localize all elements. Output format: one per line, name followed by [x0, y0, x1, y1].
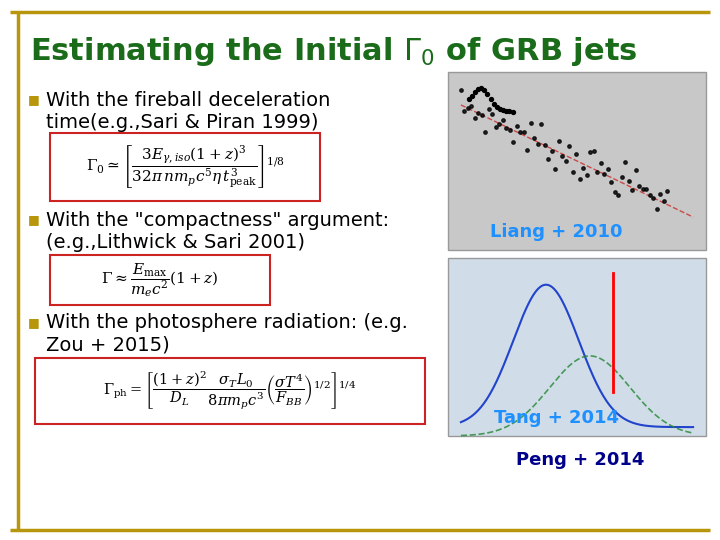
- Point: [553, 137, 564, 146]
- Point: [536, 120, 547, 129]
- Point: [598, 170, 610, 178]
- Point: [507, 107, 518, 116]
- Point: [511, 122, 523, 130]
- Point: [564, 142, 575, 151]
- Point: [525, 119, 536, 127]
- Point: [574, 174, 585, 183]
- Point: [508, 138, 519, 147]
- Point: [469, 88, 481, 97]
- Point: [532, 140, 544, 149]
- Text: $\Gamma \approx \dfrac{E_{\rm max}}{m_e c^2}(1+z)$: $\Gamma \approx \dfrac{E_{\rm max}}{m_e …: [102, 261, 219, 299]
- Point: [549, 165, 561, 174]
- Text: time(e.g.,Sari & Piran 1999): time(e.g.,Sari & Piran 1999): [46, 112, 318, 132]
- Point: [466, 102, 477, 110]
- Point: [560, 156, 572, 165]
- Text: $\Gamma_0 \simeq \left[ \dfrac{3E_{\gamma,iso}(1+z)^3}{32\pi\, nm_p c^5 \eta\, t: $\Gamma_0 \simeq \left[ \dfrac{3E_{\gamm…: [86, 144, 284, 191]
- Point: [637, 185, 649, 193]
- Point: [581, 170, 593, 179]
- Point: [528, 133, 540, 142]
- Point: [567, 167, 579, 176]
- Point: [602, 164, 613, 173]
- Text: Estimating the Initial $\Gamma_0$ of GRB jets: Estimating the Initial $\Gamma_0$ of GRB…: [30, 36, 637, 69]
- Point: [515, 127, 526, 136]
- Point: [479, 85, 490, 94]
- Point: [606, 178, 617, 186]
- Point: [546, 147, 557, 156]
- Text: With the fireball deceleration: With the fireball deceleration: [46, 91, 330, 110]
- Text: Tang + 2014: Tang + 2014: [494, 409, 619, 427]
- Point: [592, 167, 603, 176]
- Point: [500, 106, 512, 115]
- Point: [543, 154, 554, 163]
- Point: [626, 186, 638, 194]
- Point: [487, 110, 498, 118]
- Text: ■: ■: [28, 316, 40, 329]
- Point: [630, 165, 642, 174]
- Bar: [448, 72, 706, 250]
- Point: [620, 158, 631, 166]
- Point: [651, 205, 662, 214]
- Point: [658, 197, 670, 205]
- Point: [588, 147, 600, 156]
- Point: [494, 120, 505, 129]
- Point: [494, 104, 505, 113]
- Bar: [448, 258, 706, 436]
- Point: [557, 152, 568, 160]
- Point: [570, 150, 582, 158]
- Bar: [35, 358, 425, 424]
- Point: [469, 114, 481, 123]
- Point: [488, 99, 500, 108]
- Point: [518, 127, 530, 136]
- Point: [455, 85, 467, 94]
- Text: Zou + 2015): Zou + 2015): [46, 335, 170, 354]
- Bar: [50, 133, 320, 201]
- Point: [472, 85, 484, 93]
- Point: [585, 148, 596, 157]
- Text: ■: ■: [28, 213, 40, 226]
- Text: With the photosphere radiation: (e.g.: With the photosphere radiation: (e.g.: [46, 314, 408, 333]
- Point: [500, 124, 512, 133]
- Point: [609, 188, 621, 197]
- Point: [475, 84, 487, 92]
- Point: [503, 107, 515, 116]
- Point: [497, 116, 508, 124]
- Text: Peng + 2014: Peng + 2014: [516, 451, 644, 469]
- Point: [634, 182, 645, 191]
- Point: [482, 90, 493, 98]
- Point: [641, 185, 652, 194]
- Point: [539, 140, 551, 149]
- Point: [459, 106, 470, 115]
- Point: [485, 95, 496, 104]
- Point: [490, 123, 502, 131]
- Text: (e.g.,Lithwick & Sari 2001): (e.g.,Lithwick & Sari 2001): [46, 233, 305, 252]
- Point: [577, 164, 589, 172]
- Point: [463, 95, 474, 104]
- Point: [613, 190, 624, 199]
- Point: [644, 190, 656, 199]
- Point: [472, 109, 484, 117]
- Point: [491, 103, 503, 111]
- Point: [595, 159, 606, 167]
- Point: [498, 105, 509, 114]
- Point: [647, 193, 659, 202]
- Point: [476, 110, 487, 119]
- Point: [462, 104, 474, 112]
- Point: [623, 177, 634, 185]
- Point: [480, 127, 491, 136]
- Point: [616, 172, 628, 181]
- Point: [654, 190, 666, 198]
- Bar: [50, 255, 270, 305]
- Point: [466, 92, 477, 100]
- Point: [521, 145, 533, 154]
- Text: With the "compactness" argument:: With the "compactness" argument:: [46, 211, 389, 229]
- Point: [483, 105, 495, 113]
- Point: [504, 126, 516, 134]
- Text: $\Gamma_{\rm ph} = \left[\dfrac{(1+z)^2}{D_L} \dfrac{\sigma_T L_0}{8\pi m_p c^3}: $\Gamma_{\rm ph} = \left[\dfrac{(1+z)^2}…: [103, 370, 356, 412]
- Point: [662, 187, 673, 195]
- Text: Liang + 2010: Liang + 2010: [490, 223, 623, 241]
- Text: ■: ■: [28, 93, 40, 106]
